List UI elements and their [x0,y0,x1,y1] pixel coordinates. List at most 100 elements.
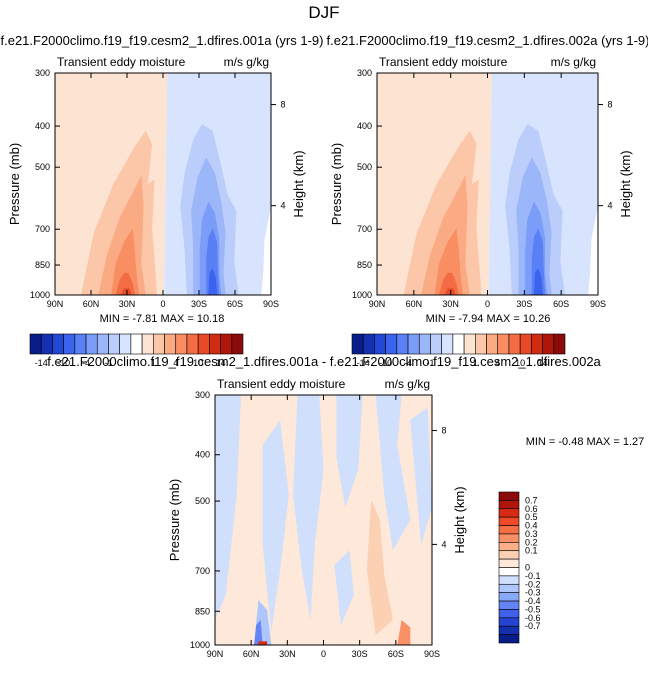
x-tick-label: 60S [227,299,243,309]
x-tick-label: 0 [321,649,326,659]
colorbar-label: 1 [473,358,478,368]
contour-negative-4 [375,395,411,550]
chart-panel-3: f.e21.F2000climo.f19_f19.cesm2_1.dfires.… [47,354,644,659]
colorbar-swatch [220,333,233,355]
panel-subtitle-left: Transient eddy moisture [217,377,346,391]
x-tick-label: 30S [516,299,532,309]
colorbar-label: -4 [82,358,90,368]
panel-title: f.e21.F2000climo.f19_f19.cesm2_1.dfires.… [0,33,323,48]
x-tick-label: 30S [191,299,207,309]
contour-negative-2 [293,395,324,620]
colorbar-swatch [498,542,520,552]
y-tick-label: 1000 [352,290,372,300]
colorbar-label: 10 [515,358,525,368]
colorbar-swatch [542,333,555,355]
y-right-tick-label: 4 [607,201,612,211]
contour-positive-2 [434,228,464,295]
colorbar-swatch [96,333,109,355]
colorbar-label: -4 [404,358,412,368]
x-tick-label: 30N [279,649,296,659]
y-right-tick-label: 8 [607,100,612,110]
contour-negative-6 [334,550,354,625]
panel-title: f.e21.F2000climo.f19_f19.cesm2_1.dfires.… [326,33,648,48]
colorbar-panel-1: -14 -10 -4 -1 1 4 10 14 [29,333,244,368]
colorbar-swatch [452,333,465,355]
y-axis-label: Pressure (mb) [329,143,344,225]
panel-subtitle-right: m/s g/kg [385,377,430,391]
y-tick-label: 850 [357,260,372,270]
contour-negative-4 [208,268,217,295]
contour-positive-surface-2 [397,620,411,645]
colorbar-swatch [209,333,221,355]
colorbar-label: 1 [151,358,156,368]
colorbar-label: 0.4 [525,521,538,531]
x-tick-label: 0 [485,299,490,309]
contour-negative-1 [262,420,289,633]
x-tick-label: 60N [243,649,260,659]
x-tick-label: 90S [590,299,606,309]
colorbar-panel-2: -14 -10 -4 -1 1 4 10 14 [351,333,566,368]
colorbar-swatch [498,533,520,543]
colorbar-swatch [531,333,543,355]
colorbar-swatch [153,333,165,355]
colorbar-label: 10 [193,358,203,368]
contour-fill-zero [261,228,271,295]
colorbar-swatch [498,609,520,619]
contour-negative-0 [215,395,241,620]
contour-positive-0 [366,500,393,635]
colorbar-swatch [119,333,132,355]
colorbar-swatch [486,333,499,355]
panel-subtitle-right: m/s g/kg [551,55,596,69]
colorbar-swatch [498,508,520,518]
colorbar-swatch [498,575,520,585]
colorbar-swatch [498,558,520,568]
colorbar-swatch [141,333,154,355]
colorbar-swatch [108,333,120,355]
colorbar-label: 14 [538,358,548,368]
colorbar-swatch [63,333,76,355]
y-tick-label: 700 [35,224,50,234]
colorbar-swatch [175,333,188,355]
colorbar-label: -14 [357,358,370,368]
colorbar-swatch [85,333,98,355]
colorbar-swatch [498,583,520,593]
x-tick-label: 90N [369,299,386,309]
contour-negative-3 [336,395,363,508]
y-tick-label: 300 [35,68,50,78]
panel-subtitle-right: m/s g/kg [224,55,269,69]
colorbar-swatch [362,333,375,355]
colorbar-label: -14 [35,358,48,368]
colorbar-swatch [396,333,409,355]
colorbar-swatch [498,491,520,501]
colorbar-label: 4 [495,358,500,368]
colorbar-label: -1 [426,358,434,368]
colorbar-swatch [74,333,87,355]
panel-title: f.e21.F2000climo.f19_f19.cesm2_1.dfires.… [47,354,601,369]
colorbar-label: 4 [173,358,178,368]
contour-field [377,73,598,295]
colorbar-difference: 0.70.60.50.40.30.20.10-0.1-0.2-0.3-0.4-0… [498,491,541,644]
colorbar-swatch [498,550,520,560]
colorbar-label: 0.5 [525,512,538,522]
colorbar-swatch [29,333,42,355]
min-max-label: MIN = -0.48 MAX = 1.27 [526,436,645,448]
contour-positive-surface [258,641,268,645]
y-right-tick-label: 8 [280,100,285,110]
colorbar-label: -10 [379,358,392,368]
colorbar-swatch [374,333,386,355]
y-tick-label: 700 [195,566,210,576]
colorbar-swatch [130,333,143,355]
colorbar-swatch [498,600,520,610]
y-tick-label: 1000 [190,640,210,650]
x-tick-label: 90S [424,649,440,659]
y-tick-label: 400 [195,450,210,460]
x-tick-label: 60N [406,299,423,309]
colorbar-swatch [463,333,476,355]
x-tick-label: 30N [119,299,136,309]
colorbar-label: 14 [216,358,226,368]
colorbar-label: -0.6 [525,613,541,623]
y-tick-label: 1000 [30,290,50,300]
y-tick-label: 300 [195,390,210,400]
colorbar-label: 0.3 [525,529,538,539]
